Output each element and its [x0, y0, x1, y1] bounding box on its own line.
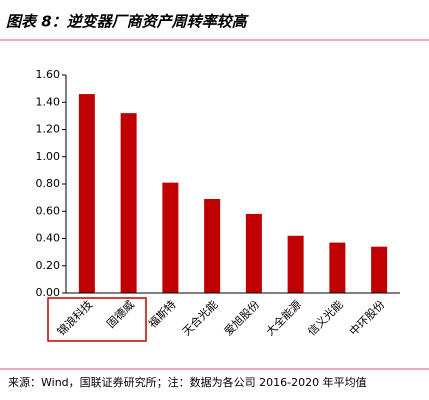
y-tick-label: 1.20 — [36, 123, 61, 136]
y-tick-label: 1.40 — [36, 95, 61, 108]
bar — [162, 182, 179, 293]
x-tick-label: 锦浪科技 — [54, 297, 95, 338]
bar — [245, 213, 262, 293]
y-tick-label: 0.60 — [36, 204, 61, 217]
bar — [371, 246, 388, 293]
bar — [287, 235, 304, 293]
bar — [204, 198, 221, 293]
y-tick-label: 1.00 — [36, 150, 61, 163]
x-tick-label: 爱旭股份 — [221, 297, 262, 338]
x-tick-label: 福斯特 — [145, 297, 178, 330]
bar — [329, 242, 346, 293]
y-tick-label: 0.20 — [36, 259, 61, 272]
x-tick-label: 大全能源 — [263, 297, 304, 338]
x-tick-label: 天合光能 — [179, 297, 220, 338]
y-tick-label: 0.40 — [36, 232, 61, 245]
x-tick-label: 中环股份 — [347, 298, 387, 338]
bar — [78, 94, 95, 293]
y-tick-label: 0.00 — [36, 286, 61, 299]
highlight-box — [47, 297, 147, 342]
y-tick-label: 0.80 — [36, 177, 61, 190]
bar — [120, 113, 137, 294]
source-note: 来源：Wind，国联证券研究所；注：数据为各公司 2016-2020 年平均值 — [8, 375, 367, 389]
x-tick-label: 固德威 — [104, 297, 137, 330]
x-tick-label: 信义光能 — [305, 297, 346, 338]
y-tick-label: 1.60 — [36, 68, 61, 81]
chart-title: 图表 8：逆变器厂商资产周转率较高 — [6, 13, 250, 31]
